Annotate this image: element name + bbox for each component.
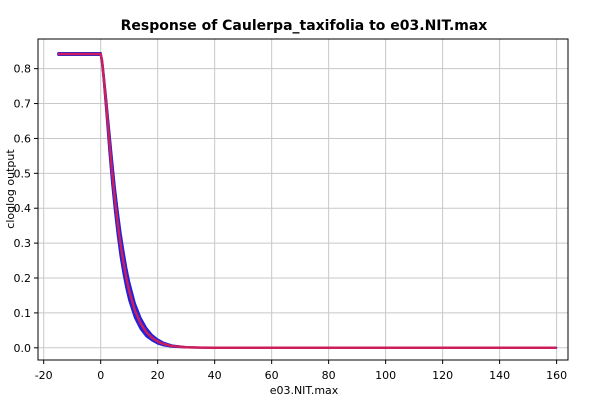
plot-frame (37, 38, 569, 361)
x-tick-label: 160 (546, 369, 567, 382)
x-axis-ticks: -20 0 20 40 60 80 100 120 140 160 (35, 360, 567, 382)
y-tick-label: 0.5 (14, 167, 32, 180)
x-tick-label: 120 (432, 369, 453, 382)
y-tick-label: 0.0 (14, 342, 32, 355)
y-tick-label: 0.2 (14, 272, 32, 285)
response-lines (57, 51, 557, 350)
x-tick-label: 20 (151, 369, 165, 382)
y-axis-ticks: 0.0 0.1 0.2 0.3 0.4 0.5 0.6 0.7 0.8 (14, 63, 38, 355)
x-tick-label: 100 (375, 369, 396, 382)
y-tick-label: 0.4 (14, 202, 32, 215)
plot-background (38, 39, 568, 360)
x-tick-label: 40 (208, 369, 222, 382)
y-tick-label: 0.7 (14, 98, 32, 111)
y-tick-label: 0.8 (14, 63, 32, 76)
x-tick-label: 60 (265, 369, 279, 382)
x-tick-label: 140 (489, 369, 510, 382)
x-tick-label: -20 (35, 369, 53, 382)
x-tick-label: 0 (97, 369, 104, 382)
y-tick-label: 0.6 (14, 132, 32, 145)
y-axis-label: cloglog output (4, 149, 17, 229)
plot-area (37, 38, 569, 361)
chart-title: Response of Caulerpa_taxifolia to e03.NI… (121, 18, 488, 34)
y-tick-label: 0.1 (14, 307, 32, 320)
mean-response-line (57, 52, 557, 350)
x-tick-label: 80 (322, 369, 336, 382)
y-tick-label: 0.3 (14, 237, 32, 250)
x-axis-label: e03.NIT.max (270, 384, 339, 397)
